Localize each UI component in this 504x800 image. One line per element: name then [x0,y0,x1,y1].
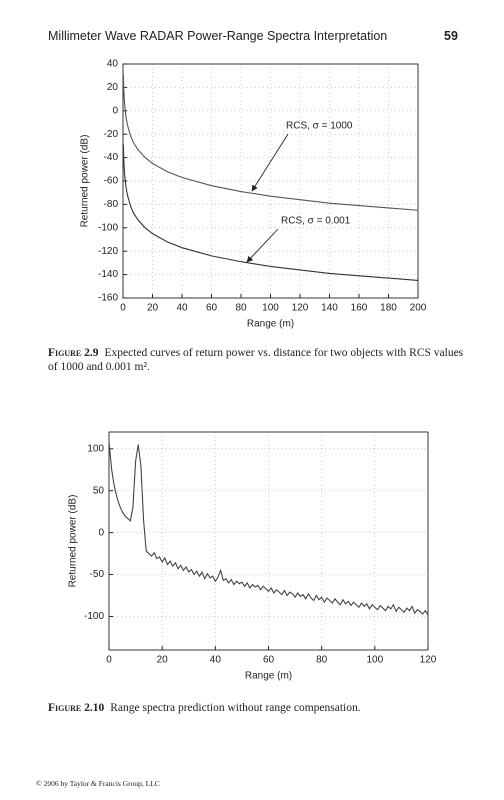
plot-frame [108,431,429,651]
y-tick-label: -140 [98,269,118,280]
footer: © 2006 by Taylor & Francis Group, LLC [36,779,160,788]
y-tick-label: -160 [98,293,118,304]
x-tick-label: 40 [176,303,188,314]
y-tick-label: -80 [104,199,119,210]
running-head: Millimeter Wave RADAR Power-Range Spectr… [48,29,388,43]
x-axis-title: Range (m) [245,671,292,682]
x-axis-title: Range (m) [247,319,294,330]
x-tick-label: 40 [210,655,222,666]
y-tick-label: 0 [112,105,118,116]
x-tick-label: 120 [420,655,437,666]
x-tick-label: 100 [366,655,383,666]
x-tick-label: 180 [380,303,397,314]
y-tick-label: -120 [98,246,118,257]
y-axis-title: Returned power (dB) [80,135,91,228]
annotation: RCS, σ = 0.001 [281,216,351,227]
x-tick-label: 140 [321,303,338,314]
x-tick-label: 20 [147,303,159,314]
caption-label: Figure 2.10 [48,702,105,714]
x-tick-label: 60 [263,655,275,666]
x-tick-label: 20 [157,655,169,666]
line [108,442,429,616]
line [122,144,419,281]
page-number: 59 [444,29,458,43]
caption: Figure 2.9 Expected curves of return powe… [48,346,466,374]
line [122,74,419,211]
x-tick-label: 160 [351,303,368,314]
y-tick-label: 20 [107,82,119,93]
y-tick-label: 50 [93,485,105,496]
x-tick-label: 0 [106,655,112,666]
y-axis-title: Returned power (dB) [68,495,79,588]
y-tick-label: 0 [98,527,104,538]
caption-text: Range spectra prediction without range c… [110,702,361,714]
y-tick-label: -60 [104,176,119,187]
x-tick-label: 80 [235,303,247,314]
y-tick-label: -40 [104,152,119,163]
x-tick-label: 0 [120,303,126,314]
y-tick-label: -100 [84,611,104,622]
y-tick-label: 40 [107,59,119,70]
arrow [246,228,279,263]
x-tick-label: 200 [410,303,427,314]
x-tick-label: 120 [292,303,309,314]
caption-label: Figure 2.9 [48,347,99,359]
arrow [251,133,289,192]
caption-text: Expected curves of return power vs. dist… [48,347,464,373]
plot-frame [122,63,419,299]
x-tick-label: 80 [316,655,328,666]
x-tick-label: 60 [206,303,218,314]
x-tick-label: 100 [262,303,279,314]
y-tick-label: -20 [104,129,119,140]
caption: Figure 2.10 Range spectra prediction with… [48,701,466,715]
y-tick-label: 100 [87,443,104,454]
y-tick-label: -50 [90,569,105,580]
annotation: RCS, σ = 1000 [286,121,353,132]
y-tick-label: -100 [98,222,118,233]
